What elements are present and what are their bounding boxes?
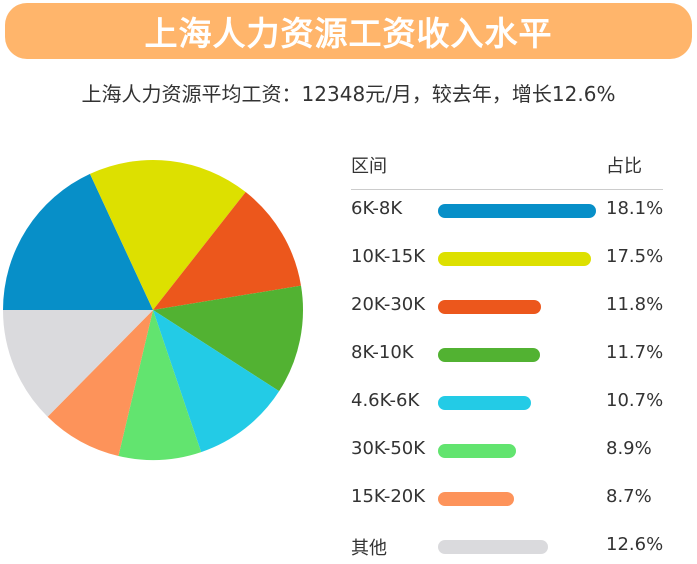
pie-chart	[3, 160, 303, 460]
pie-slice-6	[47, 310, 153, 456]
pie-slice-2	[153, 192, 302, 310]
header-divider	[351, 189, 663, 190]
legend-row: 10K-15K 17.5%	[351, 244, 691, 274]
legend-bar	[438, 540, 548, 554]
legend-bar	[438, 396, 532, 410]
legend-row: 20K-30K 11.8%	[351, 292, 691, 322]
legend-bar	[438, 492, 514, 506]
chart-title: 上海人力资源工资收入水平	[144, 14, 553, 53]
legend-label: 4.6K-6K	[351, 390, 420, 411]
legend-percent: 8.7%	[606, 486, 652, 507]
legend-percent: 8.9%	[606, 438, 652, 459]
pie-slice-1	[89, 160, 246, 310]
legend-header-share: 占比	[606, 156, 642, 177]
legend-bar	[438, 204, 596, 218]
legend-percent: 11.8%	[606, 294, 664, 315]
legend-row: 6K-8K 18.1%	[351, 196, 691, 226]
title-banner: 上海人力资源工资收入水平	[5, 3, 692, 59]
legend-row: 其他 12.6%	[351, 532, 691, 562]
pie-slice-7	[3, 310, 153, 417]
legend-bar	[438, 252, 591, 266]
legend-percent: 11.7%	[606, 342, 664, 363]
legend-label: 10K-15K	[351, 246, 426, 267]
legend-bar	[438, 348, 541, 362]
legend-bar	[438, 300, 541, 314]
subtitle: 上海人力资源平均工资：12348元/月，较去年，增长12.6%	[81, 82, 616, 106]
legend-row: 4.6K-6K 10.7%	[351, 388, 691, 418]
legend-label: 15K-20K	[351, 486, 426, 507]
legend-bar	[438, 444, 516, 458]
legend-percent: 10.7%	[606, 390, 664, 411]
legend-row: 8K-10K 11.7%	[351, 340, 691, 370]
pie-slice-0	[3, 173, 153, 310]
legend-header-range: 区间	[351, 156, 387, 177]
legend-percent: 17.5%	[606, 246, 664, 267]
legend-label: 6K-8K	[351, 198, 403, 219]
pie-slice-3	[153, 285, 303, 392]
legend-percent: 12.6%	[606, 534, 664, 555]
pie-slice-4	[153, 310, 280, 453]
legend-label: 30K-50K	[351, 438, 426, 459]
legend-row: 30K-50K 8.9%	[351, 436, 691, 466]
legend-percent: 18.1%	[606, 198, 664, 219]
legend-label: 其他	[351, 538, 387, 559]
legend-label: 8K-10K	[351, 342, 414, 363]
pie-slice-5	[118, 310, 202, 460]
legend-label: 20K-30K	[351, 294, 426, 315]
legend-row: 15K-20K 8.7%	[351, 484, 691, 514]
